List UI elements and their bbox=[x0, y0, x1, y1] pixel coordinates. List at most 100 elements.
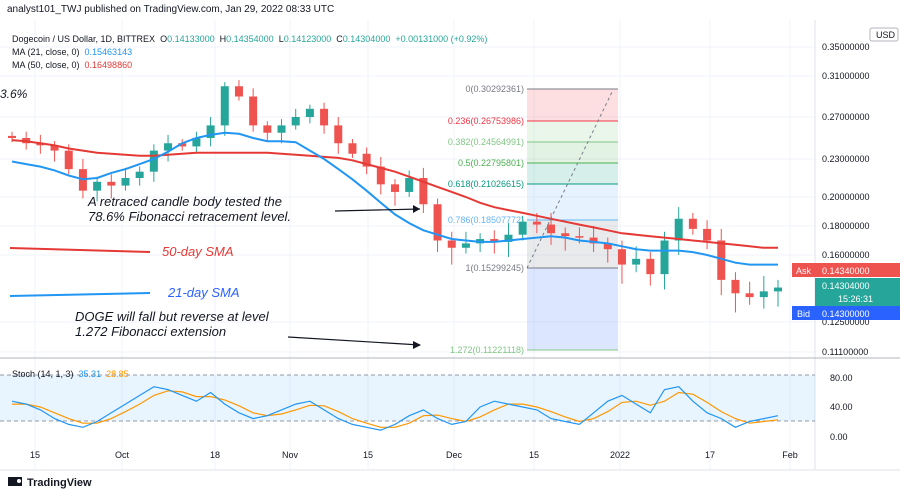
ma50-line bbox=[11, 139, 778, 249]
fib-level-label: 0.236(0.26753986) bbox=[448, 116, 524, 126]
ask-price-box bbox=[815, 263, 900, 277]
ask-price: 0.14340000 bbox=[822, 266, 870, 276]
time-tick-label: 2022 bbox=[610, 450, 630, 460]
candle-body bbox=[8, 135, 16, 138]
candle-body bbox=[178, 143, 187, 147]
candle-body bbox=[164, 143, 173, 151]
stoch-legend[interactable]: Stoch (14, 1, 3) 35.31 28.85 bbox=[12, 369, 129, 379]
stoch-tick-40: 40.00 bbox=[830, 402, 853, 412]
time-tick-label: 17 bbox=[705, 450, 715, 460]
annotation-sma50: 50-day SMA bbox=[162, 244, 234, 259]
time-tick-label: Feb bbox=[782, 450, 798, 460]
candle-body bbox=[376, 166, 385, 185]
candle-body bbox=[220, 86, 229, 126]
time-tick-label: Nov bbox=[282, 450, 299, 460]
stoch-band bbox=[0, 375, 815, 421]
fib-level-label: 0.382(0.24564991) bbox=[448, 137, 524, 147]
fib-level-label: 0.786(0.18507772) bbox=[448, 215, 524, 225]
price-tick-label: 0.23000000 bbox=[822, 154, 870, 164]
ask-tag bbox=[792, 263, 815, 277]
sma21-pointer-line bbox=[9, 292, 151, 297]
candle-body bbox=[674, 218, 683, 241]
fib-level-label: 0.618(0.21026615) bbox=[448, 179, 524, 189]
tradingview-logo-dot bbox=[17, 479, 21, 483]
stoch-tick-0: 0.00 bbox=[830, 432, 848, 442]
price-tick-label: 0.18000000 bbox=[822, 221, 870, 231]
annotation-extension-line1: DOGE will fall but reverse at level bbox=[75, 309, 270, 324]
ask-label: Ask bbox=[796, 266, 812, 276]
candle-body bbox=[64, 150, 73, 170]
fibonacci-retracement[interactable]: 0(0.30292361) 0.236(0.26753986) 0.382(0.24… bbox=[448, 84, 618, 355]
candle-body bbox=[107, 181, 116, 186]
time-axis[interactable]: 15 Oct 18 Nov 15 Dec 15 2022 17 Feb bbox=[30, 450, 798, 460]
candle-body bbox=[745, 293, 754, 298]
publisher-line: analyst101_TWJ published on TradingView.… bbox=[7, 4, 334, 15]
time-tick-label: Dec bbox=[446, 450, 463, 460]
currency-label[interactable]: USD bbox=[876, 30, 896, 40]
stoch-k-line bbox=[11, 386, 779, 431]
candle-body bbox=[447, 240, 456, 248]
candle-body bbox=[149, 150, 158, 172]
candle-body bbox=[504, 234, 513, 242]
tradingview-logo-icon bbox=[8, 477, 22, 486]
candle-body bbox=[561, 233, 570, 237]
candle-body bbox=[50, 145, 59, 151]
candle-body bbox=[320, 108, 329, 126]
ma50-legend[interactable]: MA (50, close, 0) 0.16498860 bbox=[12, 60, 132, 70]
candle-body bbox=[305, 108, 314, 117]
annotation-retrace-line1: A retraced candle body tested the bbox=[87, 194, 282, 209]
candle-body bbox=[703, 228, 712, 241]
fib-zone bbox=[527, 121, 618, 142]
stoch-d-line bbox=[12, 390, 779, 428]
bid-price: 0.14300000 bbox=[822, 309, 870, 319]
fib-level-label: 0(0.30292361) bbox=[465, 84, 524, 94]
candle-body bbox=[646, 258, 655, 275]
candle-body bbox=[249, 96, 258, 126]
ma21-legend[interactable]: MA (21, close, 0) 0.15463143 bbox=[12, 47, 132, 57]
candle-body bbox=[348, 143, 357, 154]
bid-price-box bbox=[815, 306, 900, 320]
retrace-arrowhead bbox=[413, 205, 420, 213]
candle-body bbox=[589, 237, 598, 244]
time-tick-label: Oct bbox=[115, 450, 130, 460]
candle-body bbox=[405, 178, 414, 192]
candle-body bbox=[192, 138, 201, 147]
candle-body bbox=[547, 224, 556, 234]
candle-body bbox=[135, 171, 144, 178]
candle-body bbox=[575, 236, 584, 238]
candle-body bbox=[362, 153, 371, 167]
sma50-pointer-line bbox=[9, 247, 151, 253]
candle-body bbox=[334, 125, 343, 144]
candle-body bbox=[490, 239, 499, 242]
fib-level-label: 0.5(0.22795801) bbox=[458, 158, 524, 168]
fib-level-label: 1(0.15299245) bbox=[465, 263, 524, 273]
ma21-line bbox=[11, 131, 778, 266]
candle-body bbox=[688, 218, 697, 229]
candle-body bbox=[263, 125, 272, 133]
annotation-extension-line2: 1.272 Fibonacci extension bbox=[75, 324, 226, 339]
candle-body bbox=[518, 221, 527, 235]
annotation-sma21: 21-day SMA bbox=[167, 285, 240, 300]
candle-body bbox=[206, 125, 215, 138]
candle-body bbox=[532, 221, 541, 225]
price-tick-label: 0.27000000 bbox=[822, 112, 870, 122]
last-price-box bbox=[815, 278, 900, 306]
candle-body bbox=[731, 279, 740, 294]
price-tick-label: 0.16000000 bbox=[822, 250, 870, 260]
time-tick-label: 15 bbox=[363, 450, 373, 460]
time-tick-label: 15 bbox=[529, 450, 539, 460]
bid-label: Bid bbox=[797, 309, 810, 319]
price-axis[interactable] bbox=[815, 20, 900, 470]
annotation-retrace-line2: 78.6% Fibonacci retracement level. bbox=[88, 209, 291, 224]
candle-body bbox=[660, 240, 669, 275]
trend-line bbox=[526, 91, 613, 269]
candle-body bbox=[603, 243, 612, 250]
currency-button[interactable] bbox=[869, 27, 899, 42]
fib-level-label: 1.272(0.11221118) bbox=[450, 345, 524, 355]
tradingview-logo[interactable]: TradingView bbox=[8, 477, 92, 489]
retrace-arrow bbox=[334, 208, 421, 212]
fib-zone bbox=[527, 184, 618, 220]
candle-body bbox=[234, 86, 243, 97]
candle-body bbox=[461, 243, 470, 248]
